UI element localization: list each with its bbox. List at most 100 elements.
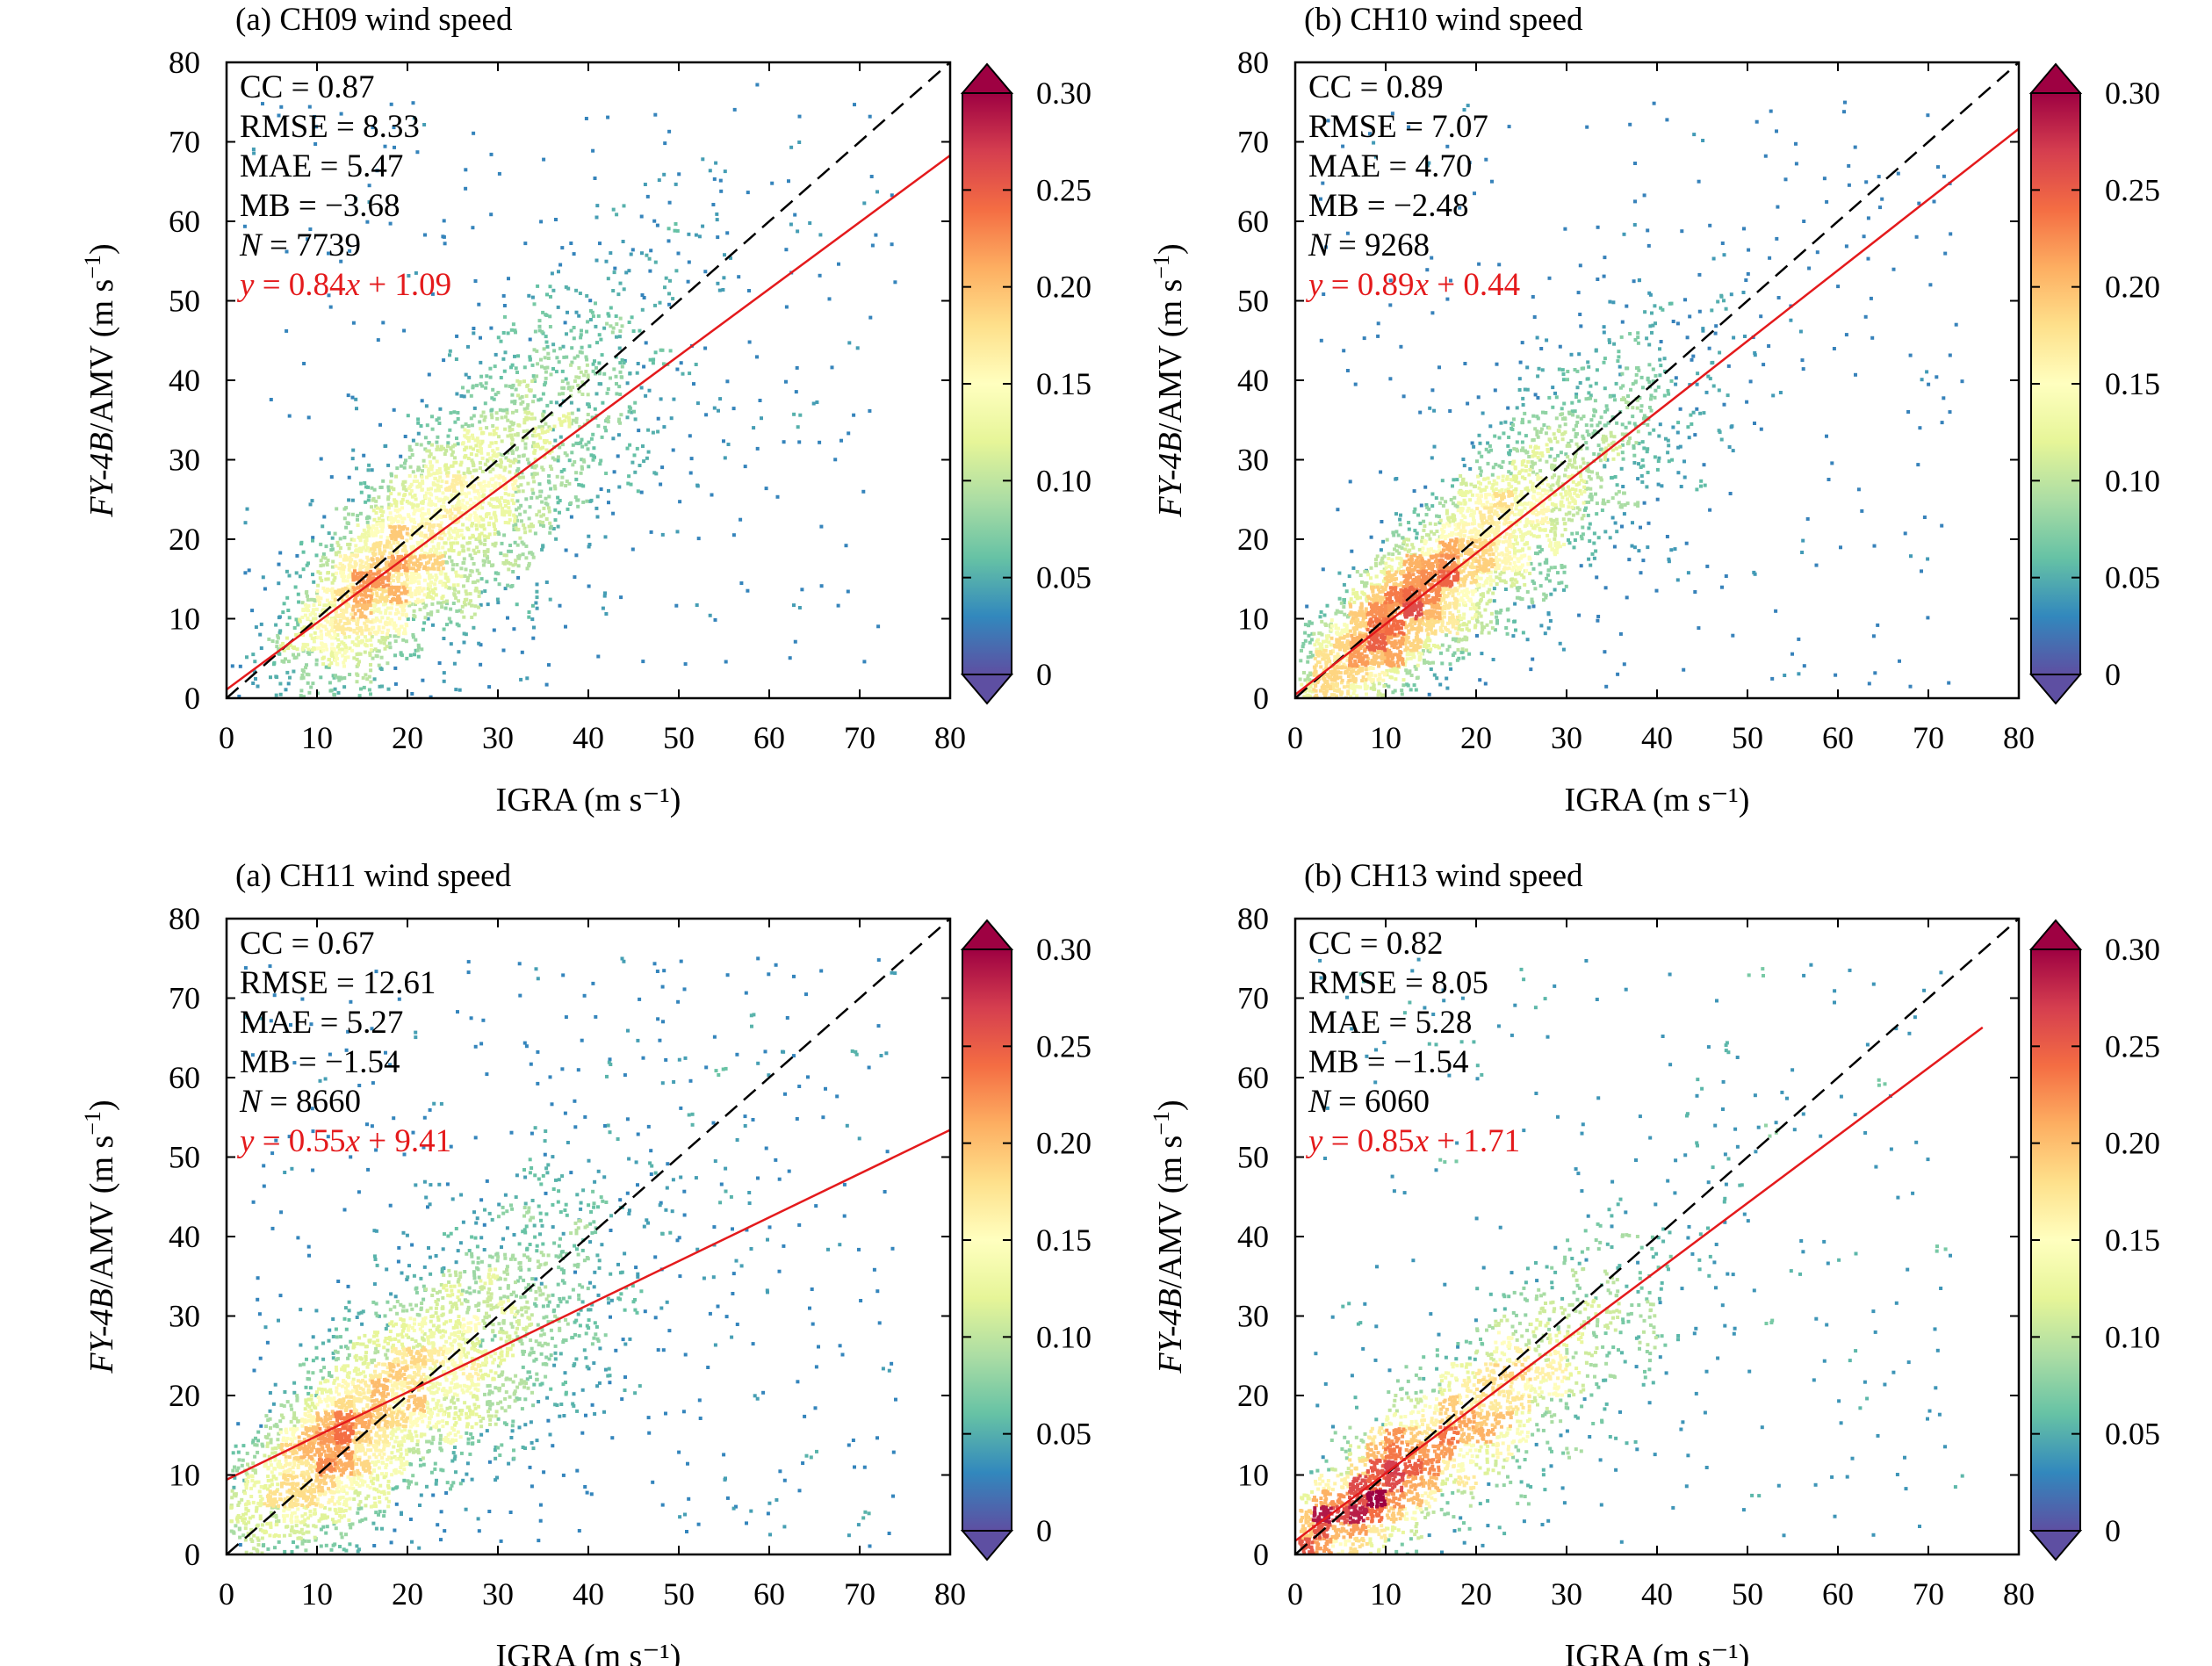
data-point — [373, 530, 378, 535]
data-point — [451, 541, 456, 545]
data-point — [1617, 355, 1621, 359]
data-point — [1533, 461, 1538, 465]
data-point — [1460, 628, 1465, 632]
data-point — [1665, 535, 1669, 538]
data-point — [612, 470, 616, 474]
data-point — [385, 661, 390, 666]
data-point — [569, 501, 573, 505]
data-point — [712, 177, 717, 181]
data-point — [543, 356, 547, 360]
data-point — [646, 450, 651, 454]
data-point — [1415, 536, 1419, 540]
data-point — [573, 575, 577, 580]
data-point — [407, 587, 412, 591]
data-point — [390, 585, 393, 589]
data-point — [343, 643, 348, 647]
data-point — [503, 465, 508, 470]
data-point — [1355, 570, 1359, 573]
data-point — [1587, 364, 1591, 369]
data-point — [374, 585, 378, 588]
data-point — [556, 455, 560, 459]
data-point — [370, 529, 373, 533]
data-point — [294, 617, 299, 622]
data-point — [424, 522, 429, 526]
data-point — [379, 505, 384, 509]
data-point — [501, 478, 506, 482]
data-point — [1667, 444, 1671, 448]
data-point — [651, 430, 655, 435]
data-point — [1516, 588, 1520, 593]
data-point — [442, 637, 446, 640]
data-point — [369, 569, 373, 573]
data-point — [1636, 477, 1640, 481]
data-point — [553, 518, 558, 523]
data-point — [852, 413, 856, 417]
data-point — [1303, 623, 1308, 627]
data-point — [509, 549, 514, 553]
data-point — [1512, 447, 1517, 451]
data-point — [375, 523, 379, 526]
data-point — [1575, 415, 1580, 419]
data-point — [370, 505, 373, 509]
data-point — [414, 589, 418, 594]
data-point — [1410, 543, 1415, 547]
data-point — [1435, 530, 1439, 533]
data-point — [1690, 357, 1694, 362]
data-point — [480, 456, 485, 460]
data-point — [539, 514, 544, 518]
data-point — [417, 591, 422, 595]
data-point — [687, 260, 691, 264]
data-point — [544, 380, 548, 385]
data-point — [450, 511, 454, 516]
data-point — [1949, 232, 1953, 236]
data-point — [352, 553, 357, 558]
data-point — [694, 363, 698, 366]
data-point — [1467, 620, 1472, 624]
data-point — [571, 418, 575, 422]
data-point — [1746, 271, 1750, 276]
data-point — [411, 101, 415, 105]
data-point — [1572, 428, 1576, 432]
data-point — [1484, 157, 1488, 162]
data-point — [341, 626, 345, 631]
data-point — [369, 648, 373, 653]
data-point — [430, 427, 435, 431]
data-point — [1298, 677, 1302, 682]
data-point — [486, 451, 490, 456]
data-point — [489, 489, 494, 494]
data-point — [1705, 564, 1710, 568]
data-point — [518, 536, 522, 540]
data-point — [416, 575, 421, 580]
data-point — [397, 632, 401, 637]
data-point — [1382, 554, 1387, 559]
data-point — [437, 661, 442, 665]
data-point — [339, 112, 343, 116]
data-point — [1524, 464, 1528, 468]
data-point — [1697, 272, 1702, 277]
data-point — [368, 653, 372, 658]
data-point — [737, 275, 741, 279]
data-point — [277, 652, 282, 656]
data-point — [1586, 461, 1590, 465]
data-point — [341, 599, 345, 603]
data-point — [341, 629, 345, 633]
data-point — [573, 460, 577, 464]
data-point — [1960, 379, 1964, 384]
data-point — [1620, 398, 1624, 401]
data-point — [1413, 507, 1417, 511]
data-point — [358, 563, 363, 567]
data-point — [295, 647, 299, 652]
data-point — [1511, 634, 1516, 638]
data-point — [238, 664, 242, 668]
data-point — [370, 557, 374, 561]
data-point — [328, 601, 332, 605]
data-point — [425, 449, 429, 453]
data-point — [1663, 369, 1667, 373]
data-point — [1706, 374, 1711, 379]
data-point — [1538, 550, 1542, 554]
data-point — [544, 422, 548, 426]
data-point — [460, 487, 465, 492]
data-point — [598, 462, 602, 466]
data-point — [594, 258, 599, 263]
data-point — [1409, 688, 1413, 692]
